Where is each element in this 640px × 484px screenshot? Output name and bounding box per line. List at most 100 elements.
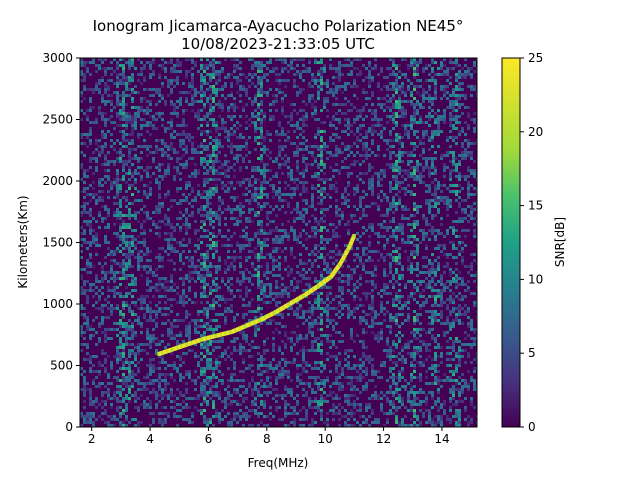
heatmap-cell	[296, 280, 299, 283]
heatmap-cell	[308, 253, 311, 256]
heatmap-cell	[254, 196, 257, 199]
heatmap-cell	[362, 319, 365, 322]
heatmap-cell	[122, 139, 125, 142]
heatmap-cell	[248, 217, 251, 220]
heatmap-cell	[266, 223, 269, 226]
heatmap-cell	[353, 133, 356, 136]
heatmap-cell	[359, 403, 362, 406]
heatmap-cell	[143, 382, 146, 385]
heatmap-cell	[128, 142, 131, 145]
heatmap-cell	[347, 397, 350, 400]
heatmap-cell	[110, 139, 113, 142]
heatmap-cell	[128, 67, 131, 70]
heatmap-cell	[149, 406, 152, 409]
heatmap-cell	[101, 58, 104, 61]
heatmap-cell	[95, 385, 98, 388]
heatmap-cell	[221, 202, 224, 205]
heatmap-cell	[224, 259, 227, 262]
heatmap-cell	[236, 223, 239, 226]
heatmap-cell	[206, 364, 209, 367]
heatmap-cell	[287, 175, 290, 178]
heatmap-cell	[332, 235, 335, 238]
heatmap-cell	[335, 412, 338, 415]
heatmap-cell	[329, 187, 332, 190]
heatmap-cell	[260, 250, 263, 253]
heatmap-cell	[140, 382, 143, 385]
heatmap-cell	[110, 250, 113, 253]
heatmap-cell	[320, 361, 323, 364]
heatmap-cell	[341, 265, 344, 268]
heatmap-cell	[233, 67, 236, 70]
heatmap-cell	[200, 85, 203, 88]
heatmap-cell	[278, 139, 281, 142]
heatmap-cell	[119, 367, 122, 370]
heatmap-cell	[251, 103, 254, 106]
heatmap-cell	[206, 97, 209, 100]
heatmap-cell	[167, 208, 170, 211]
heatmap-cell	[242, 88, 245, 91]
heatmap-cell	[245, 148, 248, 151]
heatmap-cell	[254, 235, 257, 238]
heatmap-cell	[329, 88, 332, 91]
heatmap-cell	[377, 313, 380, 316]
heatmap-cell	[272, 337, 275, 340]
heatmap-cell	[182, 394, 185, 397]
heatmap-cell	[119, 340, 122, 343]
heatmap-cell	[92, 157, 95, 160]
heatmap-cell	[377, 259, 380, 262]
heatmap-cell	[107, 328, 110, 331]
heatmap-cell	[320, 226, 323, 229]
heatmap-cell	[224, 316, 227, 319]
heatmap-cell	[104, 352, 107, 355]
heatmap-cell	[224, 358, 227, 361]
heatmap-cell	[305, 277, 308, 280]
heatmap-cell	[326, 352, 329, 355]
heatmap-cell	[143, 349, 146, 352]
heatmap-cell	[119, 343, 122, 346]
heatmap-cell	[239, 394, 242, 397]
heatmap-cell	[284, 412, 287, 415]
heatmap-cell	[218, 355, 221, 358]
heatmap-cell	[275, 394, 278, 397]
heatmap-cell	[212, 187, 215, 190]
heatmap-cell	[320, 67, 323, 70]
heatmap-cell	[98, 262, 101, 265]
heatmap-cell	[329, 271, 332, 274]
heatmap-cell	[158, 73, 161, 76]
heatmap-cell	[146, 169, 149, 172]
heatmap-cell	[128, 361, 131, 364]
heatmap-cell	[101, 322, 104, 325]
heatmap-cell	[347, 205, 350, 208]
heatmap-cell	[116, 406, 119, 409]
heatmap-cell	[329, 286, 332, 289]
heatmap-cell	[356, 115, 359, 118]
heatmap-cell	[215, 286, 218, 289]
heatmap-cell	[212, 406, 215, 409]
heatmap-cell	[83, 313, 86, 316]
heatmap-cell	[362, 124, 365, 127]
heatmap-cell	[347, 355, 350, 358]
heatmap-cell	[203, 373, 206, 376]
heatmap-cell	[179, 229, 182, 232]
heatmap-cell	[347, 193, 350, 196]
heatmap-cell	[245, 145, 248, 148]
heatmap-cell	[203, 370, 206, 373]
heatmap-cell	[233, 106, 236, 109]
heatmap-cell	[377, 118, 380, 121]
heatmap-cell	[119, 325, 122, 328]
heatmap-cell	[140, 208, 143, 211]
heatmap-cell	[338, 223, 341, 226]
heatmap-cell	[221, 313, 224, 316]
heatmap-cell	[194, 382, 197, 385]
heatmap-cell	[359, 256, 362, 259]
heatmap-cell	[302, 154, 305, 157]
heatmap-cell	[374, 109, 377, 112]
heatmap-noise	[80, 58, 477, 427]
heatmap-cell	[221, 85, 224, 88]
heatmap-cell	[206, 382, 209, 385]
heatmap-cell	[353, 403, 356, 406]
heatmap-cell	[89, 337, 92, 340]
heatmap-cell	[206, 115, 209, 118]
heatmap-cell	[251, 199, 254, 202]
heatmap-cell	[116, 262, 119, 265]
